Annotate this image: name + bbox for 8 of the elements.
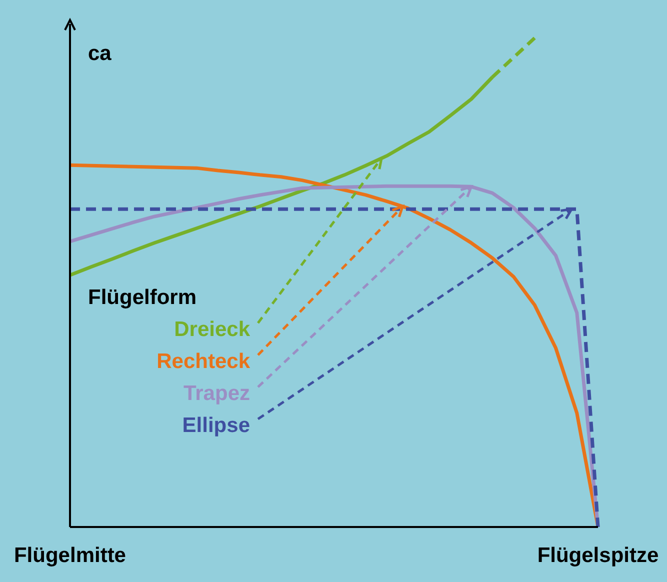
x-tick-label: Flügelmitte: [14, 544, 126, 567]
legend-title: Flügelform: [88, 286, 196, 309]
text: Ellipse: [182, 414, 250, 437]
y-axis-title: ca: [88, 42, 112, 65]
x-tick-label: Flügelspitze: [537, 544, 659, 567]
text: Trapez: [183, 382, 250, 405]
text: Dreieck: [174, 318, 250, 341]
text: Rechteck: [156, 350, 250, 373]
